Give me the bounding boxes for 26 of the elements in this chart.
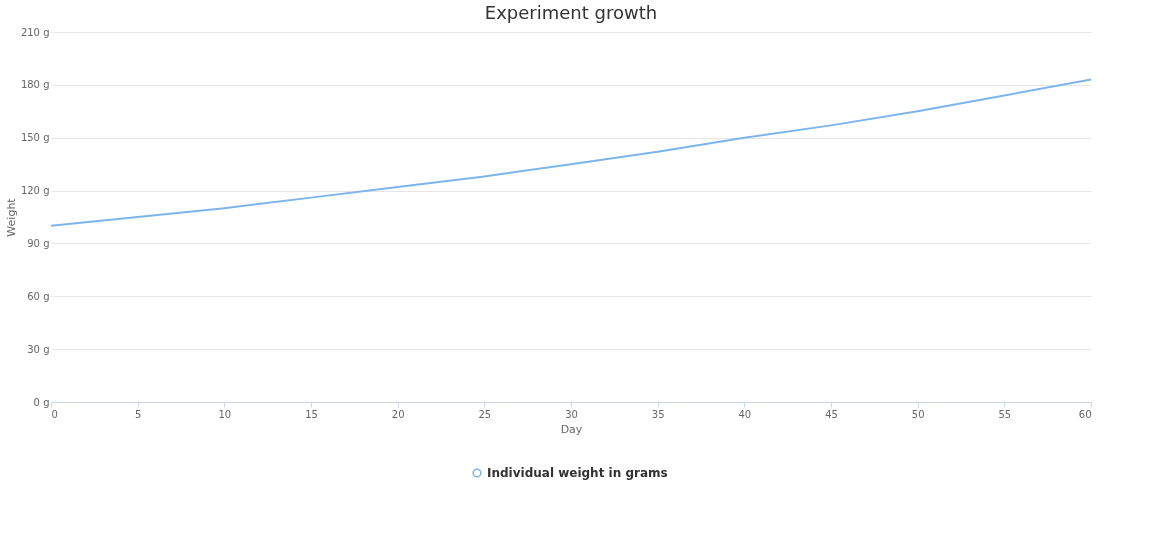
x-axis-title: Day — [560, 422, 583, 436]
y-tick-label: 120 g — [20, 185, 50, 197]
y-axis-title: Weight — [4, 197, 18, 237]
y-tick-label: 0 g — [33, 396, 50, 408]
y-tick-label: 210 g — [20, 26, 50, 38]
line-series — [50, 78, 1092, 227]
chart-title: Experiment growth — [484, 2, 658, 23]
x-tick-label: 50 — [911, 408, 925, 420]
y-tick-label: 90 g — [27, 237, 50, 249]
x-tick-label: 25 — [478, 408, 492, 420]
x-tick-label: 5 — [134, 408, 142, 420]
x-tick-label: 35 — [651, 408, 665, 420]
legend-label: Individual weight in grams — [487, 466, 668, 480]
x-tick-label: 40 — [738, 408, 752, 420]
y-tick-label: 30 g — [27, 343, 50, 355]
x-tick-label: 45 — [825, 408, 838, 420]
x-tick-label: 60 — [1078, 408, 1092, 420]
x-tick-label: 20 — [391, 408, 405, 420]
x-tick-label: 10 — [218, 408, 232, 420]
x-tick-label: 15 — [305, 408, 318, 420]
y-tick-label: 180 g — [20, 79, 50, 91]
x-tick-label: 0 — [51, 408, 58, 420]
x-tick-label: 55 — [998, 408, 1012, 420]
x-tick-label: 30 — [565, 408, 578, 420]
y-tick-label: 60 g — [27, 290, 50, 302]
y-tick-label: 150 g — [20, 132, 50, 144]
